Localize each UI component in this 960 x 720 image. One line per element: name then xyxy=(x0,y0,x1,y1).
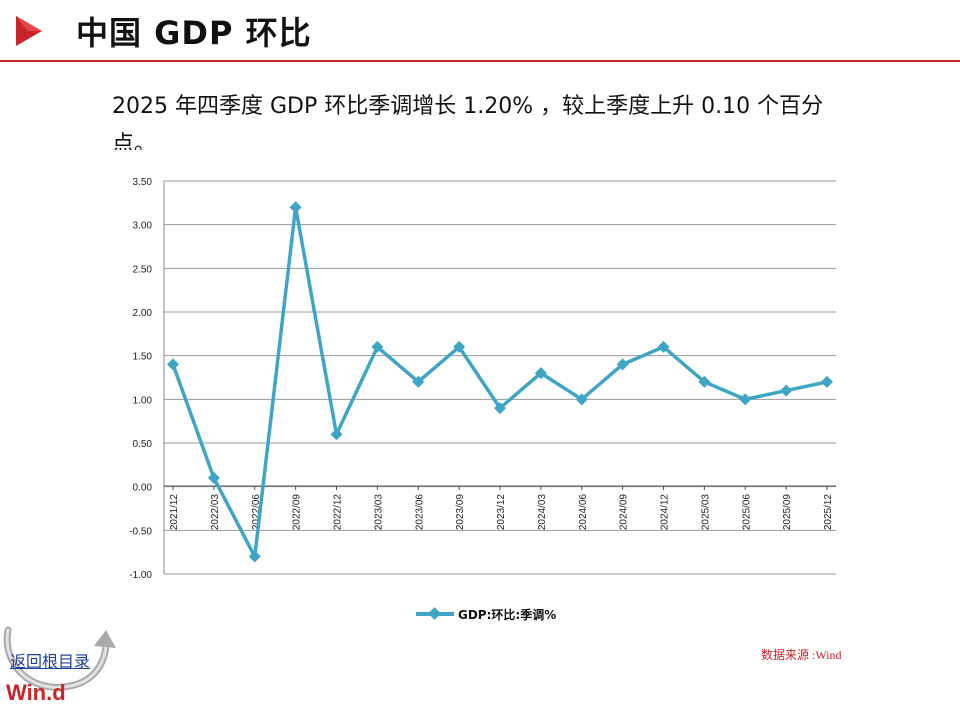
data-point xyxy=(289,201,302,214)
x-tick-label: 2022/12 xyxy=(333,494,344,531)
y-tick-label: 1.50 xyxy=(133,352,153,363)
data-point xyxy=(657,340,670,353)
source-note: 数据来源 :Wind xyxy=(761,648,842,662)
title-bar: 中国 GDP 环比 xyxy=(0,0,960,62)
y-tick-label: 3.50 xyxy=(133,177,153,188)
data-point xyxy=(616,358,629,371)
x-tick-label: 2025/03 xyxy=(700,494,711,531)
x-tick-label: 2024/03 xyxy=(537,494,548,531)
data-point xyxy=(494,402,506,415)
x-tick-label: 2022/09 xyxy=(292,494,303,531)
data-point xyxy=(330,428,343,441)
x-tick-label: 2025/06 xyxy=(741,494,752,531)
back-link-label[interactable]: 返回根目录 xyxy=(10,652,91,671)
data-point xyxy=(575,393,588,406)
x-tick-label: 2025/09 xyxy=(782,494,793,531)
data-point xyxy=(821,375,833,388)
subtitle: 2025 年四季度 GDP 环比季调增长 1.20% ，较上季度上升 0.10 … xyxy=(112,94,824,150)
x-tick-label: 2023/03 xyxy=(373,494,384,531)
data-point xyxy=(248,550,261,563)
x-tick-label: 2023/09 xyxy=(455,494,466,531)
y-tick-label: 2.00 xyxy=(133,308,153,319)
x-tick-label: 2025/12 xyxy=(823,494,834,531)
data-point xyxy=(534,367,547,380)
y-tick-label: -1.00 xyxy=(129,570,152,581)
data-point xyxy=(780,384,793,397)
data-point xyxy=(698,375,711,388)
x-tick-label: 2022/03 xyxy=(210,494,221,531)
legend-diamond-icon xyxy=(428,607,441,620)
x-tick-label: 2024/12 xyxy=(660,494,671,531)
x-tick-label: 2022/06 xyxy=(251,494,262,531)
wind-logo: Win.d xyxy=(6,680,66,705)
chart-legend: GDP:环比:季调% xyxy=(416,603,556,625)
y-tick-label: 2.50 xyxy=(133,264,153,275)
legend-series-label: GDP:环比:季调% xyxy=(458,607,557,622)
y-tick-label: 0.00 xyxy=(133,483,153,494)
x-tick-label: 2024/09 xyxy=(619,494,630,531)
y-tick-label: -0.50 xyxy=(129,526,152,537)
x-tick-label: 2024/06 xyxy=(578,494,589,531)
data-point xyxy=(412,375,425,388)
data-point xyxy=(453,340,466,353)
back-to-root-button[interactable]: 返回根目录 Win.d xyxy=(0,624,116,720)
data-point xyxy=(207,471,220,484)
page-title: 中国 GDP 环比 xyxy=(76,14,312,52)
data-point xyxy=(739,393,752,406)
y-tick-label: 3.00 xyxy=(133,221,153,232)
y-tick-label: 1.00 xyxy=(133,395,153,406)
data-point xyxy=(371,340,384,353)
legend-series-swatch xyxy=(416,607,454,620)
x-tick-label: 2021/12 xyxy=(169,494,180,531)
title-arrow-icon xyxy=(16,16,42,46)
x-tick-label: 2023/12 xyxy=(496,494,507,531)
return-arrow-icon xyxy=(3,626,116,691)
y-tick-label: 0.50 xyxy=(133,439,153,450)
data-point xyxy=(167,358,179,371)
title-divider xyxy=(0,60,960,62)
x-tick-label: 2023/06 xyxy=(414,494,425,531)
